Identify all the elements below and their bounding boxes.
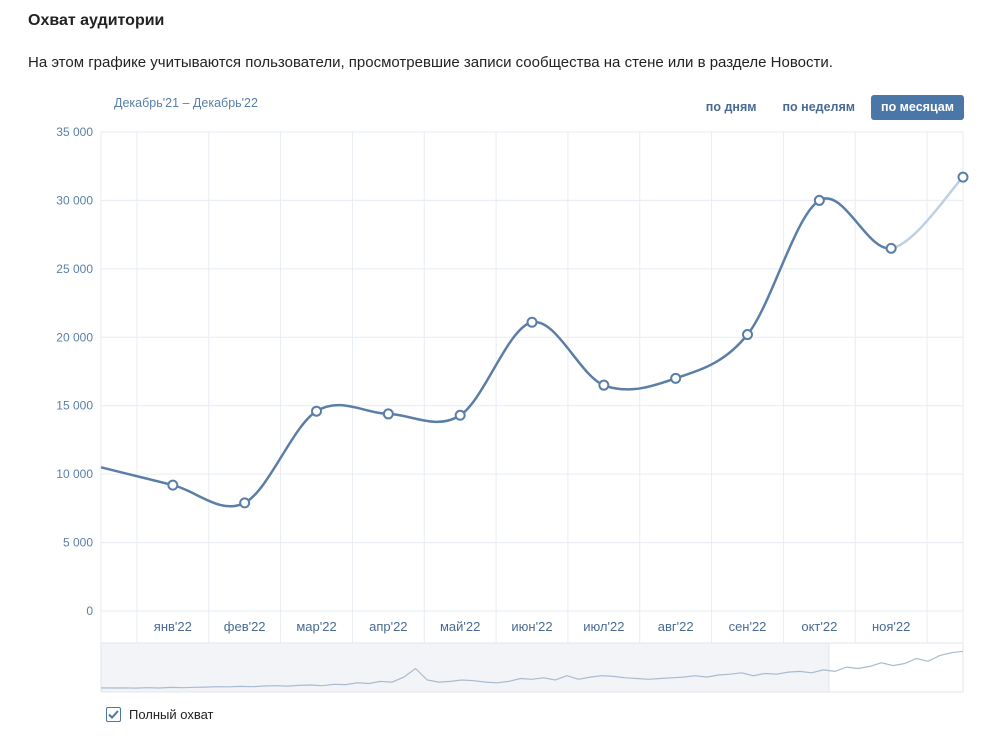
- x-tick-label: мар'22: [296, 619, 336, 634]
- period-label[interactable]: Декабрь'21 – Декабрь'22: [114, 96, 258, 110]
- data-point: [239, 497, 251, 509]
- y-tick-label: 25 000: [56, 262, 93, 276]
- x-tick-label: окт'22: [801, 619, 837, 634]
- reach-chart: 0 5 000 10 000 15 000 20 000 25 000 30 000 35 0…: [56, 125, 969, 693]
- data-point: [813, 194, 825, 206]
- y-tick-label: 35 000: [56, 125, 93, 139]
- x-tick-label: сен'22: [729, 619, 767, 634]
- y-tick-label: 30 000: [56, 193, 93, 207]
- plot-area: [101, 132, 963, 643]
- checkmark-icon: [108, 710, 119, 719]
- data-point: [454, 409, 466, 421]
- tab-by-days[interactable]: по дням: [705, 100, 757, 114]
- data-point: [598, 379, 610, 391]
- data-point: [885, 242, 897, 254]
- x-tick-label: янв'22: [154, 619, 192, 634]
- x-tick-label: ноя'22: [872, 619, 910, 634]
- page-title: Охват аудитории: [28, 12, 165, 29]
- tab-by-months[interactable]: по месяцам: [871, 95, 964, 120]
- legend-label: Полный охват: [129, 707, 214, 722]
- x-tick-label: апр'22: [369, 619, 407, 634]
- data-point: [957, 171, 969, 183]
- chart-description: На этом графике учитываются пользователи…: [28, 54, 833, 71]
- legend: Полный охват: [106, 707, 214, 722]
- data-point: [167, 479, 179, 491]
- data-point: [670, 372, 682, 384]
- y-tick-label: 20 000: [56, 330, 93, 344]
- x-tick-label: фев'22: [224, 619, 266, 634]
- data-point: [382, 408, 394, 420]
- data-point: [311, 405, 322, 417]
- y-tick-label: 10 000: [56, 467, 93, 481]
- y-tick-label: 5 000: [63, 536, 93, 550]
- overview-strip: [100, 642, 964, 693]
- x-tick-label: май'22: [440, 619, 480, 634]
- x-tick-label: авг'22: [658, 619, 694, 634]
- y-tick-label: 0: [86, 604, 93, 618]
- granularity-tabs: по дням по неделям по месяцам: [696, 95, 964, 120]
- overview-line: [100, 650, 964, 689]
- x-tick-label: июн'22: [511, 619, 552, 634]
- x-tick-label: июл'22: [583, 619, 624, 634]
- data-point: [526, 316, 538, 328]
- series-line-partial: [890, 176, 964, 250]
- full-reach-checkbox[interactable]: [106, 707, 121, 722]
- tab-by-weeks[interactable]: по неделям: [782, 100, 856, 114]
- y-tick-label: 15 000: [56, 399, 93, 413]
- data-point: [742, 329, 753, 341]
